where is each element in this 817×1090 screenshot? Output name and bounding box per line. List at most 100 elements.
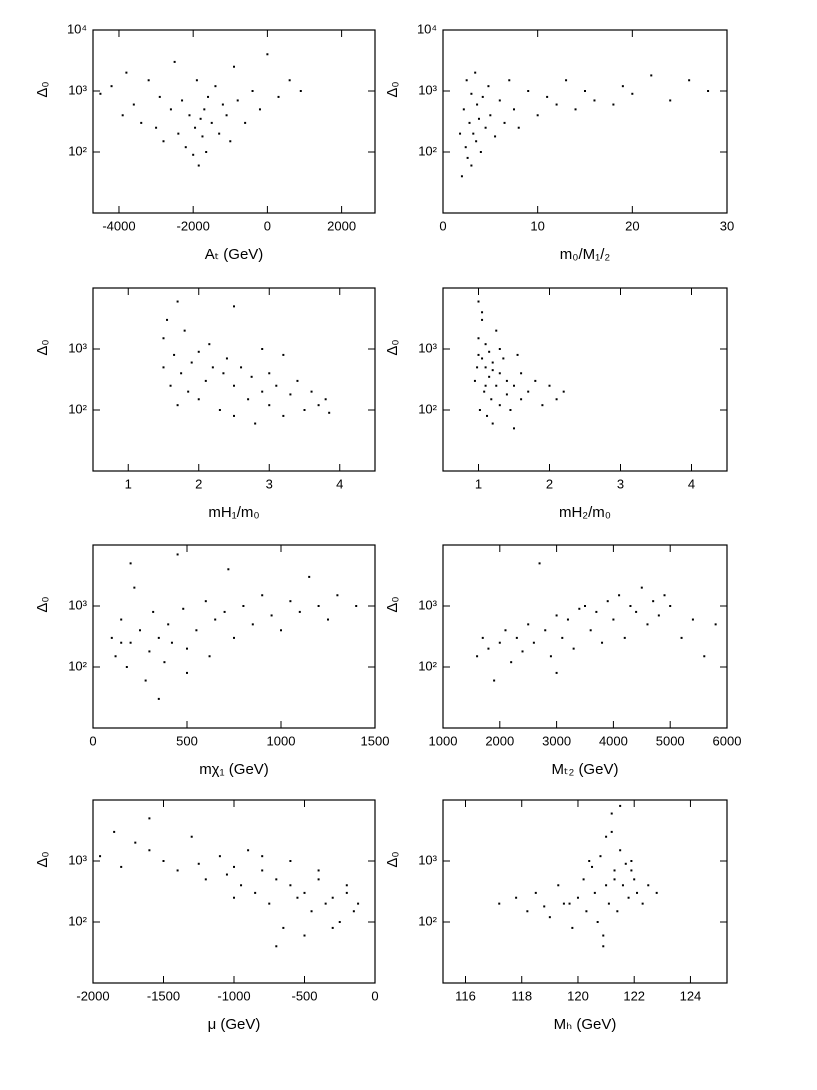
point — [222, 372, 225, 375]
point — [566, 618, 569, 621]
point — [261, 869, 264, 872]
point — [250, 375, 253, 378]
point — [148, 849, 151, 852]
x-tick-label: 4000 — [599, 733, 628, 748]
point — [527, 390, 530, 393]
point — [621, 85, 624, 88]
plot-frame — [442, 287, 728, 472]
point — [544, 629, 547, 632]
point — [176, 869, 179, 872]
x-axis-label: Aₜ (GeV) — [205, 246, 264, 263]
point — [513, 384, 515, 387]
point — [120, 618, 123, 621]
point — [688, 79, 691, 82]
point — [505, 393, 508, 396]
point — [520, 398, 523, 401]
point — [612, 103, 615, 106]
point — [636, 891, 639, 894]
y-tick-label: 10² — [418, 913, 437, 928]
x-tick-label: 2 — [546, 476, 553, 491]
point — [489, 114, 492, 117]
point — [275, 384, 278, 387]
plot-frame — [92, 799, 376, 984]
point — [169, 108, 172, 111]
point — [134, 841, 137, 844]
point — [491, 361, 494, 364]
point — [655, 891, 658, 894]
y-tick-label: 10³ — [418, 852, 437, 867]
point — [498, 641, 501, 644]
point — [538, 562, 541, 565]
x-tick-label: 116 — [455, 988, 476, 1003]
x-tick-label: 1 — [475, 476, 482, 491]
x-tick-label: 0 — [264, 218, 271, 233]
point — [605, 835, 608, 838]
panel: -2000 -1500 -1000 -500 0 10² 10³ μ (GeV) Δ₀ — [34, 799, 379, 1033]
plot-frame — [92, 29, 376, 214]
point — [280, 629, 282, 632]
point — [148, 817, 151, 820]
point — [233, 414, 235, 417]
x-tick-label: -2000 — [177, 218, 210, 233]
point — [182, 607, 185, 610]
point — [258, 108, 261, 111]
point — [633, 878, 636, 881]
point — [162, 366, 165, 369]
y-axis-label: Δ₀ — [384, 596, 401, 612]
x-tick-label: 20 — [625, 218, 639, 233]
point — [188, 114, 191, 117]
point — [229, 140, 232, 143]
point — [621, 884, 624, 887]
panel: 1 2 3 4 10² 10³ mH₁/m₀ Δ₀ — [34, 287, 376, 521]
point — [477, 300, 480, 303]
x-tick-label: 500 — [176, 733, 198, 748]
point — [261, 855, 264, 858]
point — [289, 884, 292, 887]
panel: -4000 -2000 0 2000 10² 10³ 10⁴ Aₜ (GeV) Δ₀ — [34, 21, 376, 263]
point — [240, 884, 243, 887]
point — [515, 896, 518, 899]
point — [317, 869, 320, 872]
point — [352, 910, 355, 913]
point — [147, 79, 150, 82]
point — [714, 623, 717, 626]
point — [562, 390, 565, 393]
point — [680, 636, 683, 639]
y-tick-label: 10² — [68, 143, 87, 158]
y-tick-label: 10² — [418, 658, 437, 673]
panel: 116 118 120 122 124 10² 10³ Mₕ (GeV) Δ₀ — [384, 799, 728, 1033]
x-tick-label: 0 — [439, 218, 446, 233]
point — [205, 151, 208, 153]
point — [585, 910, 588, 913]
point — [490, 398, 493, 401]
point — [509, 409, 512, 411]
point — [595, 610, 598, 613]
point — [572, 647, 575, 650]
point — [144, 679, 147, 682]
point — [282, 353, 285, 356]
point — [328, 411, 331, 414]
x-tick-label: 4 — [336, 476, 343, 491]
point — [612, 618, 615, 621]
point — [568, 902, 571, 905]
point — [197, 350, 200, 353]
point — [197, 862, 200, 865]
point — [201, 135, 204, 138]
point — [184, 146, 187, 149]
point — [630, 860, 633, 862]
point — [495, 384, 498, 387]
point — [233, 305, 235, 308]
point — [534, 379, 537, 382]
point — [516, 353, 519, 356]
point — [498, 372, 501, 375]
point — [484, 126, 487, 129]
point — [488, 375, 491, 378]
y-axis-label: Δ₀ — [34, 81, 51, 97]
x-tick-label: 2000 — [485, 733, 514, 748]
point — [536, 114, 539, 117]
point — [484, 366, 487, 369]
x-tick-label: 6000 — [713, 733, 742, 748]
point — [565, 79, 568, 82]
point — [515, 636, 518, 639]
point — [158, 95, 161, 98]
